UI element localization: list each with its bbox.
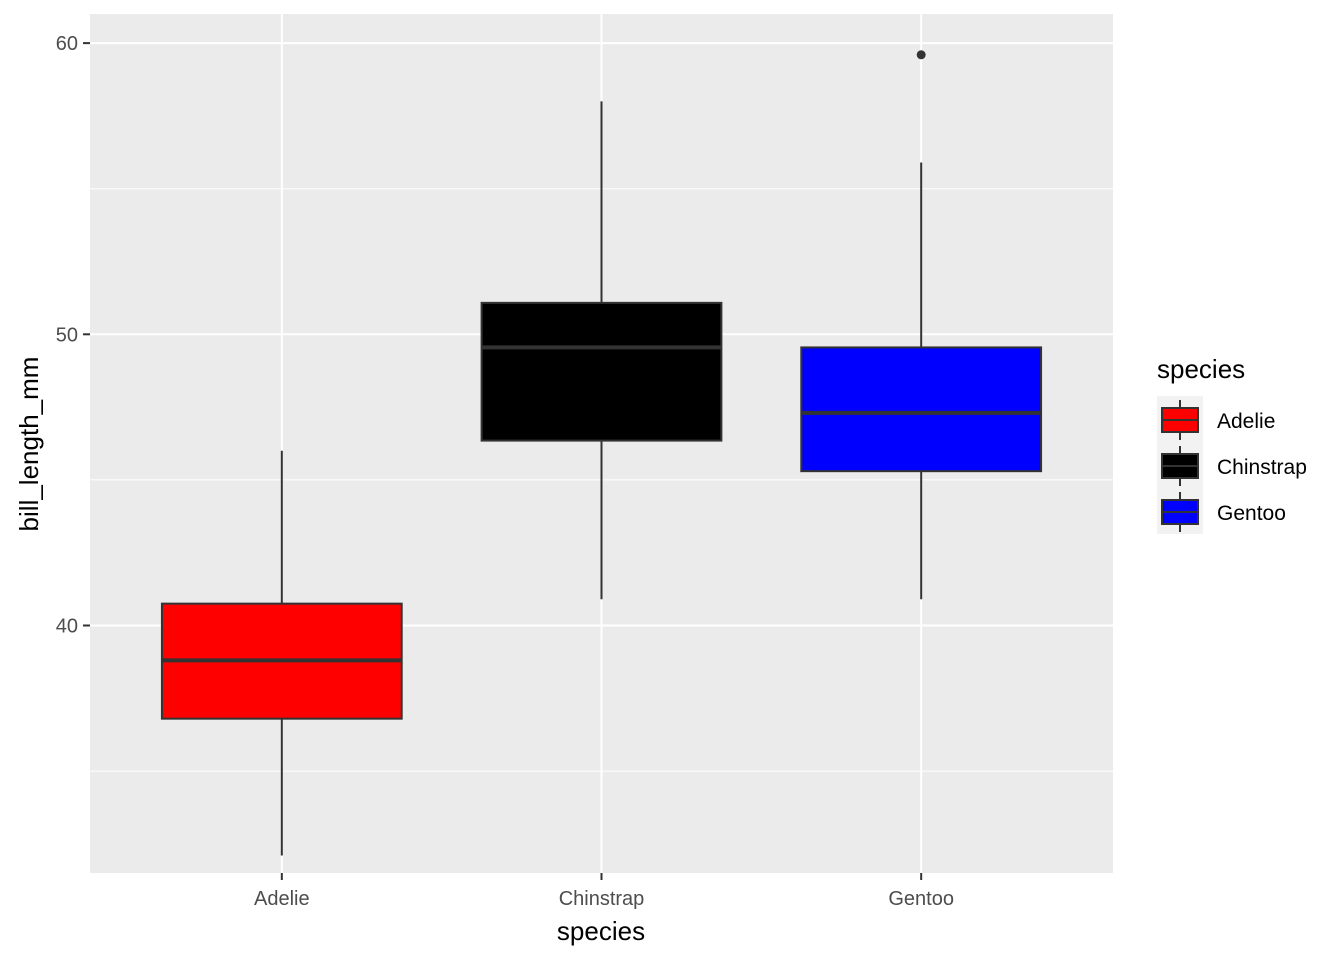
legend: species Adelie Chinstrap Gentoo xyxy=(1157,354,1307,534)
x-tick-label: Chinstrap xyxy=(559,888,645,910)
legend-title: species xyxy=(1157,354,1245,384)
legend-key-chinstrap xyxy=(1161,446,1199,486)
y-axis: 40 50 60 xyxy=(56,33,90,637)
legend-label: Gentoo xyxy=(1217,502,1286,525)
x-axis: Adelie Chinstrap Gentoo xyxy=(254,873,954,910)
outlier-point xyxy=(916,50,926,60)
boxes-layer xyxy=(160,50,1043,856)
box-iqr xyxy=(480,301,723,442)
x-tick-label: Gentoo xyxy=(888,888,954,910)
box-gentoo xyxy=(800,50,1043,600)
box-adelie xyxy=(160,450,403,856)
y-tick-label: 40 xyxy=(56,615,78,637)
x-tick-label: Adelie xyxy=(254,888,310,910)
y-axis-title: bill_length_mm xyxy=(14,357,44,532)
legend-key-adelie xyxy=(1161,400,1199,440)
legend-key-gentoo xyxy=(1161,492,1199,532)
legend-label: Adelie xyxy=(1217,410,1275,433)
box-iqr xyxy=(800,346,1043,473)
legend-label: Chinstrap xyxy=(1217,456,1307,479)
x-axis-title: species xyxy=(557,916,645,946)
y-tick-label: 50 xyxy=(56,324,78,346)
y-tick-label: 60 xyxy=(56,33,78,55)
box-chinstrap xyxy=(480,101,723,600)
